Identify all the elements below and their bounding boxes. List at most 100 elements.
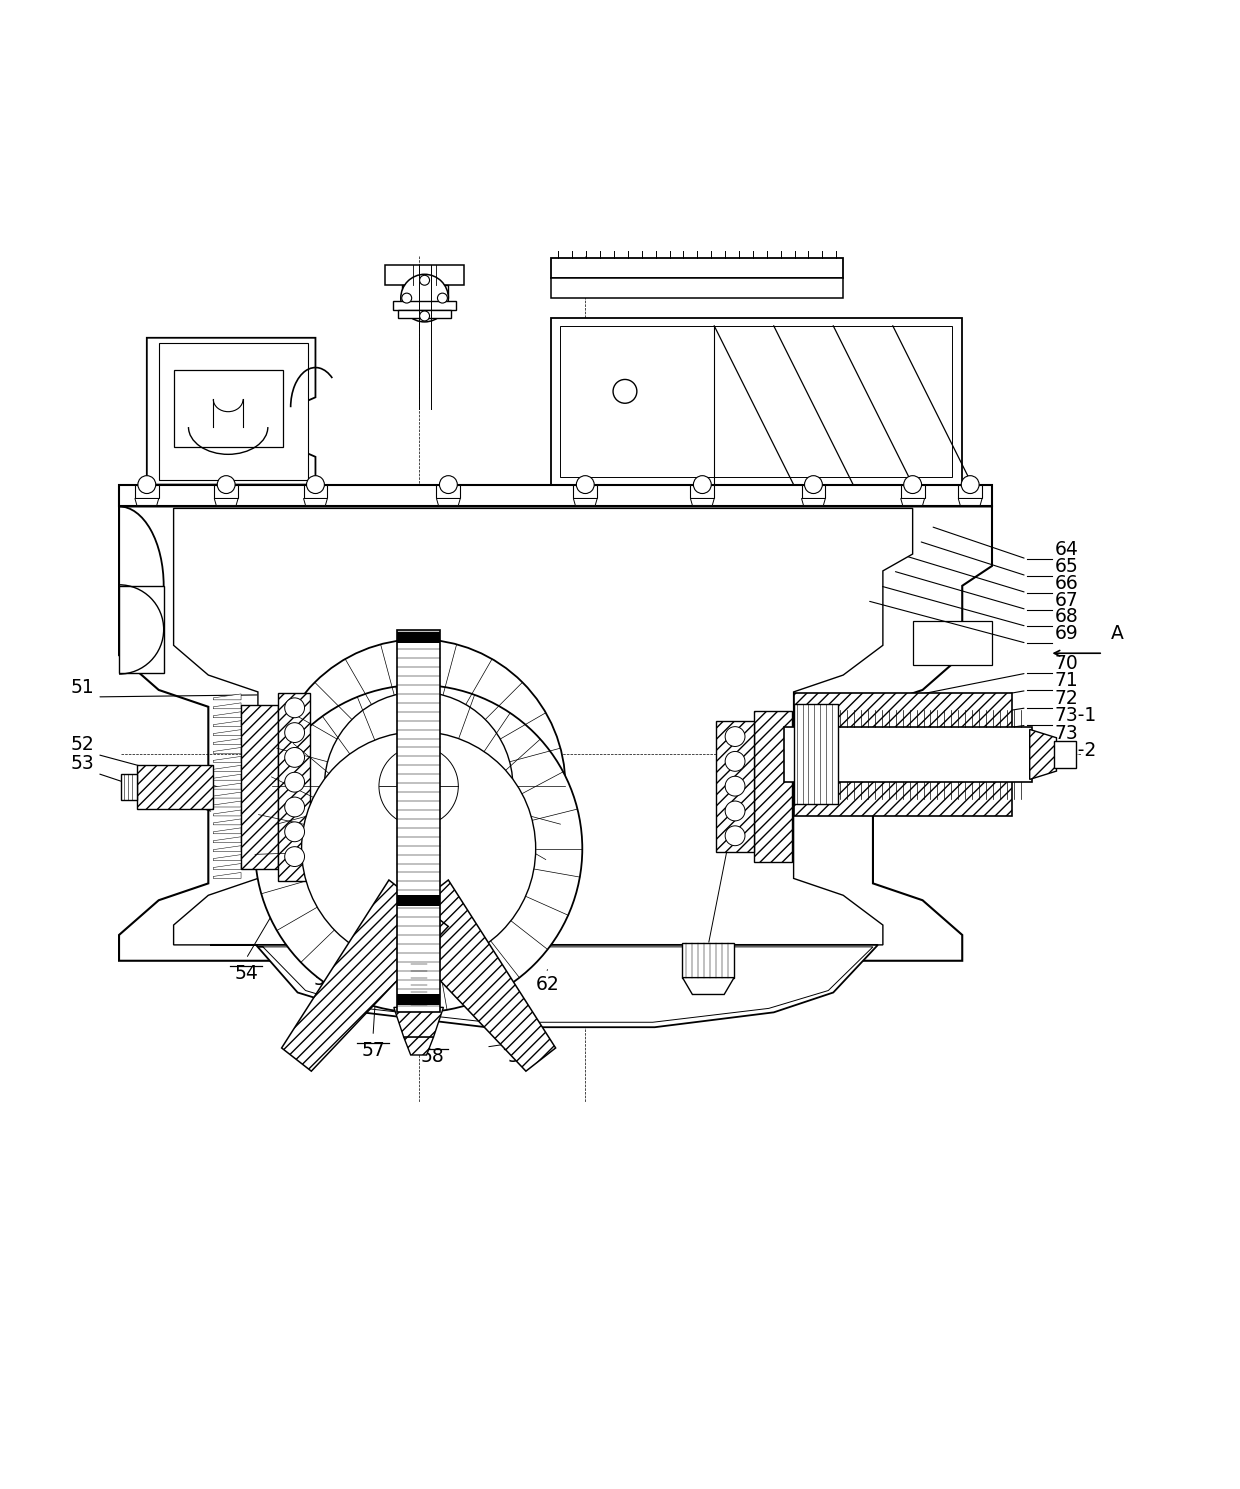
Circle shape (725, 752, 745, 771)
Polygon shape (119, 484, 992, 506)
Circle shape (446, 697, 449, 698)
Text: 65: 65 (1054, 557, 1079, 576)
Polygon shape (213, 783, 241, 789)
Circle shape (389, 874, 391, 876)
Polygon shape (213, 730, 241, 736)
Text: 53: 53 (71, 755, 94, 773)
Polygon shape (397, 630, 440, 1013)
Polygon shape (801, 484, 826, 499)
Circle shape (725, 776, 745, 797)
Circle shape (577, 475, 594, 493)
Polygon shape (213, 855, 241, 861)
Polygon shape (258, 947, 873, 1023)
Text: 59: 59 (508, 1047, 532, 1066)
Circle shape (401, 274, 449, 322)
Polygon shape (135, 499, 159, 505)
Circle shape (255, 685, 583, 1013)
Polygon shape (213, 739, 241, 744)
Polygon shape (213, 721, 241, 727)
Text: 73-1: 73-1 (1054, 706, 1096, 725)
Circle shape (329, 814, 331, 816)
Circle shape (389, 697, 391, 698)
Polygon shape (573, 484, 598, 499)
Polygon shape (213, 774, 241, 780)
Circle shape (301, 731, 536, 966)
Polygon shape (394, 1008, 444, 1038)
Circle shape (285, 747, 305, 767)
Text: 67: 67 (1054, 591, 1079, 609)
Polygon shape (119, 585, 164, 673)
Polygon shape (393, 301, 456, 310)
Polygon shape (573, 499, 598, 505)
Circle shape (402, 293, 412, 304)
Text: 66: 66 (1054, 573, 1079, 593)
Polygon shape (213, 747, 241, 753)
Circle shape (506, 814, 508, 816)
Polygon shape (213, 846, 241, 852)
Text: 64: 64 (1054, 541, 1079, 558)
Polygon shape (213, 694, 241, 700)
Polygon shape (397, 895, 440, 907)
Text: 68: 68 (1054, 608, 1079, 627)
Polygon shape (213, 864, 241, 870)
Circle shape (805, 475, 822, 493)
Circle shape (725, 826, 745, 846)
Circle shape (363, 861, 365, 862)
Polygon shape (794, 694, 1012, 816)
Circle shape (285, 822, 305, 841)
Circle shape (285, 797, 305, 817)
Circle shape (904, 475, 921, 493)
Circle shape (419, 311, 429, 322)
Polygon shape (213, 792, 241, 798)
Polygon shape (784, 727, 1032, 782)
Polygon shape (278, 692, 310, 881)
Polygon shape (174, 508, 913, 946)
Polygon shape (717, 721, 754, 852)
Polygon shape (213, 712, 241, 718)
Polygon shape (213, 828, 241, 834)
Polygon shape (410, 963, 427, 1008)
Circle shape (613, 380, 637, 404)
Circle shape (325, 692, 513, 880)
Circle shape (217, 475, 236, 493)
Circle shape (506, 756, 508, 758)
Polygon shape (959, 484, 982, 499)
Circle shape (285, 722, 305, 743)
Circle shape (329, 756, 331, 758)
Polygon shape (551, 259, 843, 278)
Circle shape (419, 275, 429, 286)
Polygon shape (213, 819, 241, 825)
Polygon shape (136, 765, 213, 809)
Polygon shape (211, 946, 878, 1027)
Text: 63: 63 (728, 789, 751, 809)
Polygon shape (174, 369, 283, 447)
Polygon shape (1054, 740, 1076, 768)
Circle shape (494, 730, 495, 733)
Polygon shape (398, 310, 451, 319)
Polygon shape (384, 265, 464, 286)
Circle shape (410, 788, 427, 804)
Text: 60: 60 (506, 1005, 529, 1024)
Circle shape (961, 475, 980, 493)
Text: A: A (1111, 624, 1123, 643)
Circle shape (439, 475, 458, 493)
Polygon shape (281, 880, 449, 1071)
Polygon shape (691, 499, 714, 505)
Polygon shape (436, 484, 460, 499)
Polygon shape (801, 499, 826, 505)
Polygon shape (213, 873, 241, 879)
Polygon shape (1029, 730, 1056, 779)
Text: 62: 62 (536, 975, 559, 993)
Circle shape (693, 475, 712, 493)
Text: 54: 54 (234, 963, 258, 983)
Polygon shape (119, 506, 992, 960)
Polygon shape (213, 801, 241, 807)
Polygon shape (213, 837, 241, 843)
Polygon shape (159, 342, 308, 479)
Text: 57: 57 (361, 1041, 384, 1060)
Polygon shape (959, 499, 982, 505)
Polygon shape (213, 765, 241, 771)
Polygon shape (900, 499, 925, 505)
Circle shape (511, 785, 513, 788)
Polygon shape (404, 1038, 434, 1056)
